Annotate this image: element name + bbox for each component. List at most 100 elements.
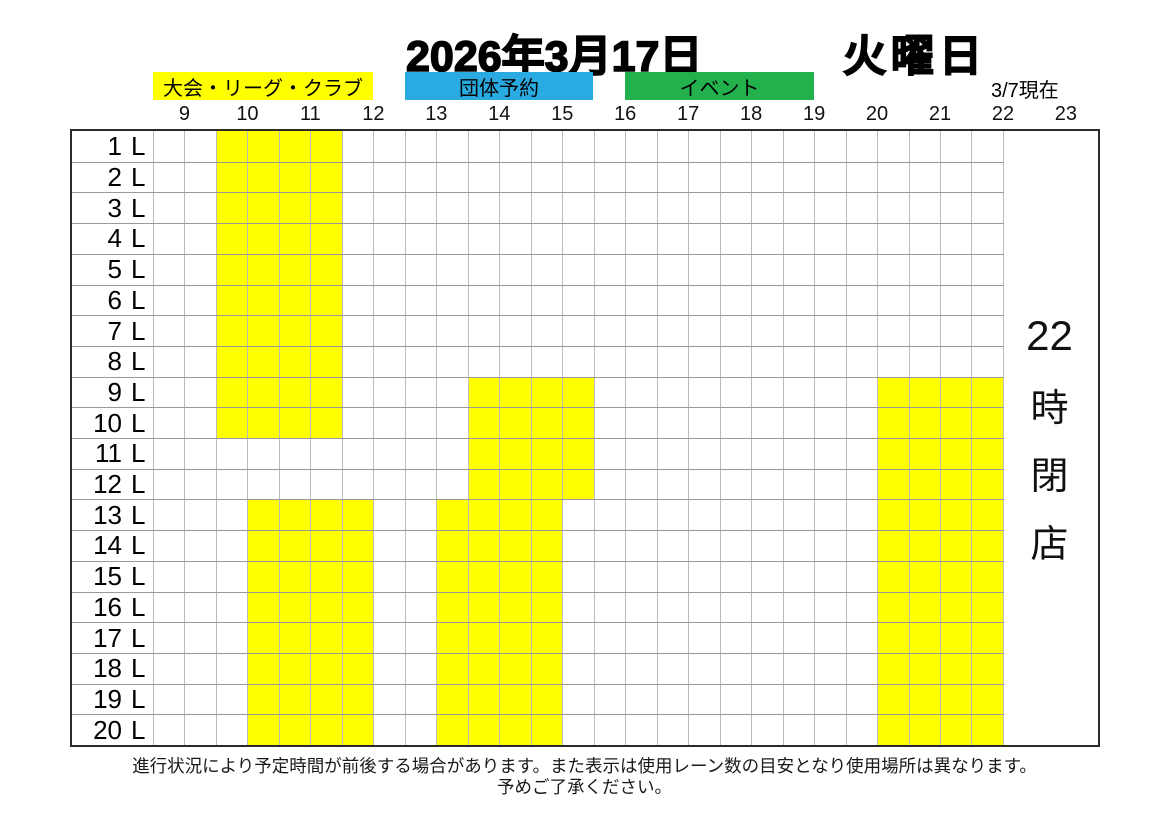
lane-label-row: 11 L <box>72 438 153 469</box>
grid-hline <box>72 192 1004 194</box>
lane-suffix: L <box>131 407 146 438</box>
hour-tick-label: 18 <box>739 103 763 125</box>
grid-hline <box>72 376 1004 378</box>
grid-hline <box>72 345 1004 347</box>
lane-suffix: L <box>131 376 146 407</box>
hour-tick-label: 22 <box>991 103 1015 125</box>
hour-tick-label: 17 <box>677 103 700 125</box>
lane-suffix: L <box>131 284 146 315</box>
lane-number: 4 <box>107 223 122 254</box>
footer-disclaimer-line2: 予めご了承ください。 <box>497 776 672 797</box>
grid-hline <box>72 622 1004 624</box>
lane-number: 1 <box>107 131 122 162</box>
lane-suffix: L <box>131 254 146 285</box>
lane-number: 20 <box>93 714 122 745</box>
footer-disclaimer-line1: 進行状況により予定時間が前後する場合があります。また表示は使用レーン数の目安とな… <box>132 756 1037 776</box>
closing-time-notice: 22 時閉店 <box>1003 302 1096 574</box>
lane-suffix: L <box>131 561 146 592</box>
lane-label-row: 18 L <box>72 653 153 684</box>
grid-hline <box>72 530 1004 532</box>
schedule-grid: 1 L 2 L 3 L 4 L 5 L 6 L 7 L 8 L 9 L 10 L 11 L 12 L 13 L 14 L 15 L 16 L 1… <box>70 129 1100 747</box>
schedule-weekday-title: 火曜日 <box>842 32 987 82</box>
grid-hline <box>72 714 1004 716</box>
lane-number: 6 <box>107 284 122 315</box>
closing-time-notice-char: 店 <box>1030 523 1069 566</box>
closing-time-notice-char: 時 <box>1030 387 1069 430</box>
grid-hline <box>72 468 1004 470</box>
lane-number: 8 <box>107 346 122 377</box>
grid-hline <box>72 652 1004 654</box>
lane-label-row: 15 L <box>72 561 153 592</box>
grid-hline <box>72 683 1004 685</box>
lane-suffix: L <box>131 192 146 223</box>
grid-hline <box>72 438 1004 439</box>
grid-hline <box>72 284 1004 286</box>
lane-number: 14 <box>93 530 122 561</box>
reservation-block <box>877 376 1003 745</box>
lane-suffix: L <box>131 438 146 469</box>
lane-label-row: 17 L <box>72 622 153 653</box>
hour-tick-label: 15 <box>551 103 574 125</box>
lane-number: 3 <box>107 192 122 223</box>
hour-tick-label: 10 <box>236 103 259 125</box>
hour-tick-label: 20 <box>865 103 889 125</box>
hour-tick-label: 14 <box>488 103 511 125</box>
hour-tick-label: 11 <box>300 103 321 125</box>
closing-time-notice-char: 22 <box>1026 312 1073 359</box>
lane-suffix: L <box>131 622 146 653</box>
lane-number: 10 <box>93 407 122 438</box>
lane-number: 15 <box>93 561 122 592</box>
legend-item-group-reservation: 団体予約 <box>405 72 593 100</box>
lane-label-row: 19 L <box>72 684 153 715</box>
hour-tick-label: 9 <box>178 103 191 125</box>
grid-hline <box>72 407 1004 409</box>
grid-hline <box>72 560 1004 562</box>
lane-number: 7 <box>107 315 122 346</box>
lane-suffix: L <box>131 530 146 561</box>
hour-tick-label: 16 <box>614 103 637 125</box>
lane-suffix: L <box>131 499 146 530</box>
lane-number: 2 <box>107 162 122 193</box>
hour-tick-label: 23 <box>1054 103 1078 125</box>
lane-suffix: L <box>131 653 146 684</box>
footer-disclaimer: 進行状況により予定時間が前後する場合があります。また表示は使用レーン数の目安とな… <box>0 756 1169 797</box>
lane-number: 19 <box>93 683 122 714</box>
lane-suffix: L <box>131 346 146 377</box>
grid-hline <box>72 315 1004 317</box>
lane-suffix: L <box>131 315 146 346</box>
hour-tick-label: 21 <box>928 103 952 125</box>
lane-label-row: 14 L <box>72 530 153 561</box>
lane-suffix: L <box>131 683 146 714</box>
grid-hline <box>72 591 1004 593</box>
lane-number: 18 <box>93 653 122 684</box>
grid-hline <box>72 253 1004 255</box>
lane-suffix: L <box>131 162 146 193</box>
as-of-date-note: 3/7現在 <box>991 80 1059 102</box>
lane-suffix: L <box>131 469 146 500</box>
lane-number: 12 <box>93 469 122 500</box>
closing-time-notice-char: 閉 <box>1030 455 1069 498</box>
lane-label-row: 16 L <box>72 592 153 623</box>
hour-tick-label: 12 <box>362 103 385 125</box>
hour-tick-label: 19 <box>802 103 826 125</box>
lane-suffix: L <box>131 131 146 162</box>
lane-label-row: 13 L <box>72 499 153 530</box>
grid-hline <box>72 499 1004 501</box>
lane-number: 16 <box>93 591 122 622</box>
lane-suffix: L <box>131 223 146 254</box>
grid-hline <box>72 161 1004 163</box>
lane-number: 17 <box>93 622 122 653</box>
grid-hline <box>72 223 1004 225</box>
lane-suffix: L <box>131 714 146 745</box>
lane-number: 13 <box>93 499 122 530</box>
lane-label-row: 20 L <box>72 714 153 745</box>
